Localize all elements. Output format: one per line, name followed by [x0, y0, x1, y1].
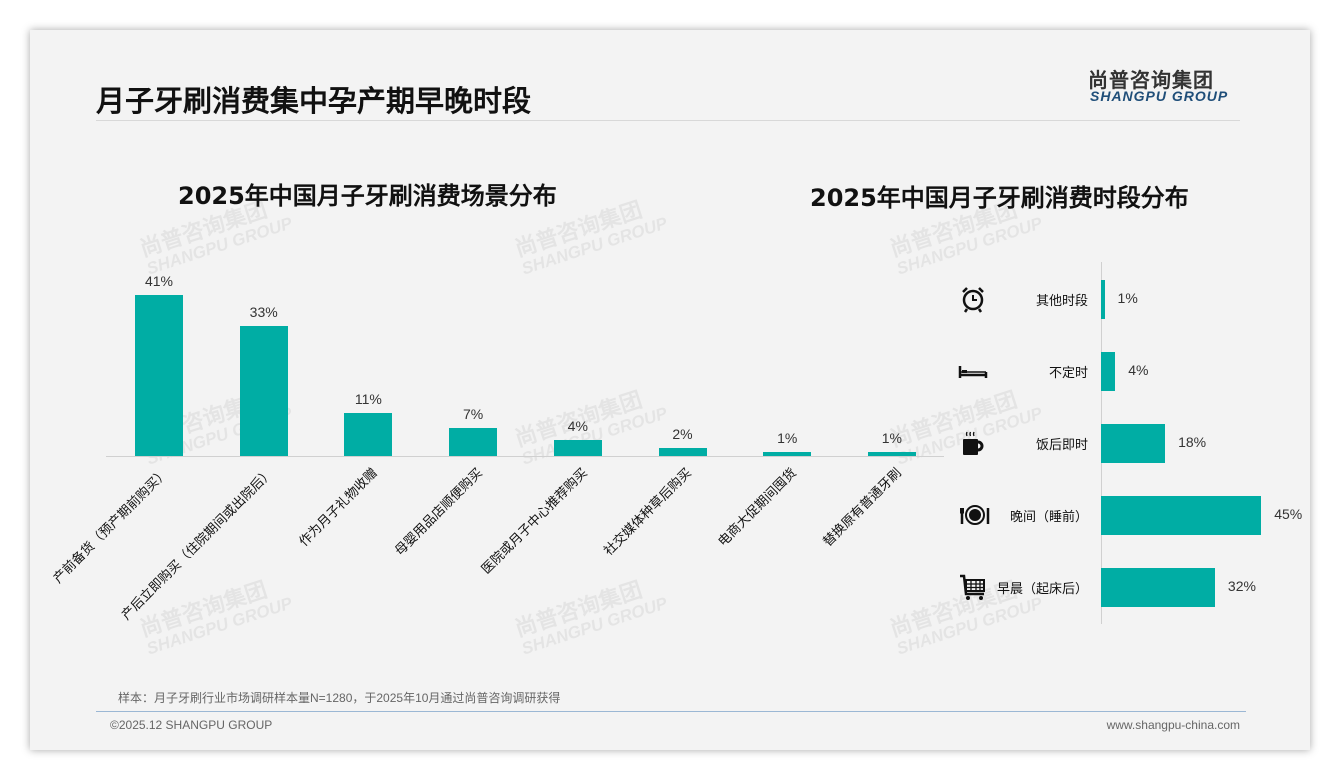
logo-text-en: SHANGPU GROUP	[1090, 88, 1229, 104]
data-label: 32%	[1227, 578, 1256, 594]
logo-text-cn: 尚普咨询集团	[1088, 68, 1214, 92]
footer-divider	[96, 711, 1246, 712]
y-tick-label: 饭后即时	[1035, 438, 1088, 453]
data-label: 4%	[567, 418, 588, 435]
y-tick-label: 不定时	[1048, 366, 1088, 381]
data-label: 18%	[1178, 434, 1207, 450]
data-label: 4%	[1128, 362, 1149, 378]
bar	[658, 448, 707, 456]
data-label: 1%	[881, 430, 902, 446]
bar	[135, 294, 183, 456]
y-tick-label: 晚间（睡前）	[1009, 510, 1088, 525]
data-label: 11%	[354, 390, 382, 407]
time-chart-title: 2025年中国月子牙刷消费时段分布	[810, 184, 1189, 212]
data-label: 1%	[1117, 290, 1138, 306]
data-label: 7%	[462, 406, 484, 423]
data-label: 45%	[1274, 506, 1303, 522]
data-label: 33%	[249, 304, 278, 321]
y-tick-label: 早晨（起床后）	[996, 582, 1088, 597]
copyright: ©2025.12 SHANGPU GROUP	[110, 718, 273, 732]
data-label: 41%	[144, 272, 174, 289]
bar	[1101, 423, 1166, 463]
bar	[763, 452, 812, 456]
x-axis	[106, 456, 944, 457]
bar	[867, 452, 916, 456]
sample-note: 样本：月子牙刷行业市场调研样本量N=1280，于2025年10月通过尚普咨询调研…	[118, 691, 561, 705]
bar	[1101, 351, 1116, 391]
scene-chart-title: 2025年中国月子牙刷消费场景分布	[178, 182, 557, 210]
shopping-cart-icon	[958, 572, 988, 602]
y-tick-label: 其他时段	[1035, 294, 1088, 309]
data-label: 1%	[777, 430, 798, 446]
bar	[344, 412, 393, 456]
page-title: 月子牙刷消费集中孕产期早晚时段	[96, 84, 532, 118]
dinner-plate-icon	[958, 500, 990, 530]
website-link[interactable]: www.shangpu-china.com	[1106, 718, 1240, 732]
bed-icon	[958, 356, 988, 386]
hot-cup-icon	[958, 428, 988, 458]
slide	[30, 30, 1310, 750]
data-label: 2%	[672, 426, 693, 443]
alarm-clock-icon	[958, 284, 988, 314]
bar	[239, 326, 288, 456]
bar	[1101, 495, 1262, 535]
bar	[1101, 279, 1105, 319]
bar	[449, 428, 498, 456]
header-divider	[96, 120, 1240, 121]
bar	[553, 440, 602, 456]
bar	[1101, 567, 1215, 607]
